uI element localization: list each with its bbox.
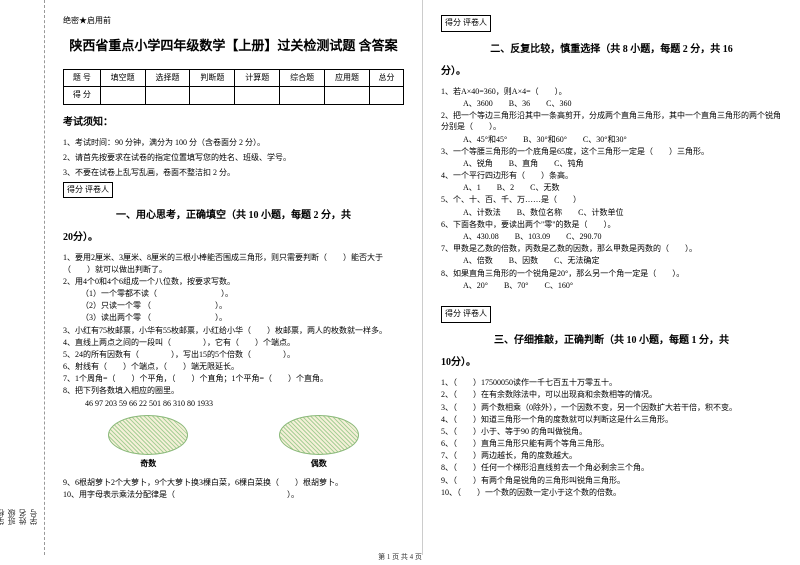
question: 7、1个周角=（ ）个平角，（ ）个直角；1个平角=（ ）个直角。 xyxy=(63,373,404,384)
sidebar-label: 班级 xyxy=(6,30,17,525)
question: 4、一个平行四边形有（ ）条高。 xyxy=(441,170,782,181)
question: 6、（ ）直角三角形只能有两个等角三角形。 xyxy=(441,438,782,449)
table-row: 题 号 填空题 选择题 判断题 计算题 综合题 应用题 总分 xyxy=(64,69,404,87)
section-2-points: 分）。 xyxy=(441,64,782,80)
question: 2、用4个0和4个6组成一个八位数，按要求写数。 xyxy=(63,276,404,287)
notice-item: 3、不要在试卷上乱写乱画，卷面不整洁扣 2 分。 xyxy=(63,167,404,180)
binding-sidebar: 学号 姓名 班级 学校 乡镇(街道) xyxy=(0,0,45,555)
question-options: A、45°和45° B、30°和60° C、30°和30° xyxy=(441,134,782,145)
table-row: 得 分 xyxy=(64,87,404,105)
notice-block: 考试须知： 1、考试时间：90 分钟，满分为 100 分（含卷面分 2 分）。 … xyxy=(63,115,404,179)
question: 7、（ ）两边越长，角的度数越大。 xyxy=(441,450,782,461)
question: 9、6根胡萝卜2个大萝卜，9个大萝卜换3棵白菜，6棵白菜换（ ）根胡萝卜。 xyxy=(63,477,404,488)
question: 8、如果直角三角形的一个锐角是20°，那么另一个角一定是（ ）。 xyxy=(441,268,782,279)
question: 1、若A×40=360，则A×4=（ ）。 xyxy=(441,86,782,97)
section-3-points: 10分）。 xyxy=(441,355,782,371)
left-column: 绝密★启用前 陕西省重点小学四年级数学【上册】过关检测试题 含答案 题 号 填空… xyxy=(45,0,423,555)
question: 5、个、十、百、千、万……是（ ） xyxy=(441,194,782,205)
question: 7、甲数是乙数的倍数，丙数是乙数的因数，那么甲数是丙数的（ ）。 xyxy=(441,243,782,254)
question: 2、（ ）在有余数除法中，可以出现商和余数相等的情况。 xyxy=(441,389,782,400)
question: 4、（ ）知道三角形一个角的度数就可以判断这是什么三角形。 xyxy=(441,414,782,425)
page-footer: 第 1 页 共 4 页 xyxy=(0,552,800,562)
question: 5、（ ）小于、等于90 的角叫做锐角。 xyxy=(441,426,782,437)
question: 4、直线上两点之间的一段叫（ ），它有（ ）个端点。 xyxy=(63,337,404,348)
odd-oval xyxy=(108,415,188,455)
sidebar-label: 姓名 xyxy=(17,30,28,525)
question-options: A、20° B、70° C、160° xyxy=(441,280,782,291)
question: 5、24的所有因数有（ ），写出15的5个倍数（ ）。 xyxy=(63,349,404,360)
question: 6、下面各数中，要读出两个"零"的数是（ ）。 xyxy=(441,219,782,230)
secret-label: 绝密★启用前 xyxy=(63,15,404,28)
scorer-box: 得分 评卷人 xyxy=(441,15,491,32)
question-options: A、3600 B、36 C、360 xyxy=(441,98,782,109)
exam-title: 陕西省重点小学四年级数学【上册】过关检测试题 含答案 xyxy=(63,36,404,57)
notice-heading: 考试须知： xyxy=(63,115,404,131)
notice-item: 2、请首先按要求在试卷的指定位置填写您的姓名、班级、学号。 xyxy=(63,152,404,165)
question: 8、把下列各数填入相应的圈里。 xyxy=(63,385,404,396)
question: 3、（ ）两个数相乘（0除外），一个因数不变，另一个因数扩大若干倍，积不变。 xyxy=(441,402,782,413)
odd-label: 奇数 xyxy=(108,458,188,471)
oval-diagram: 奇数 偶数 xyxy=(63,415,404,471)
question: 10、（ ）一个数的因数一定小于这个数的倍数。 xyxy=(441,487,782,498)
even-oval xyxy=(279,415,359,455)
question-sub: （1）一个零都不读（ ）。 xyxy=(63,288,404,299)
question: 2、把一个等边三角形沿其中一条高剪开，分成两个直角三角形，其中一个直角三角形的两… xyxy=(441,110,782,132)
question-sub: （2）只读一个零 （ ）。 xyxy=(63,300,404,311)
even-label: 偶数 xyxy=(279,458,359,471)
question-options: A、锐角 B、直角 C、钝角 xyxy=(441,158,782,169)
question: 9、（ ）有两个角是锐角的三角形叫锐角三角形。 xyxy=(441,475,782,486)
sidebar-label: 学号 xyxy=(28,30,39,525)
section-2-title: 二、反复比较，慎重选择（共 8 小题，每题 2 分，共 16 xyxy=(441,42,782,58)
section-1-points: 20分）。 xyxy=(63,230,404,246)
question: 1、要用2厘米、3厘米、8厘米的三根小棒能否围成三角形，则只需要判断（ ）能否大… xyxy=(63,252,404,274)
notice-item: 1、考试时间：90 分钟，满分为 100 分（含卷面分 2 分）。 xyxy=(63,137,404,150)
question: 3、一个等腰三角形的一个底角是65度，这个三角形一定是（ ）三角形。 xyxy=(441,146,782,157)
question-options: A、1 B、2 C、无数 xyxy=(441,182,782,193)
question: 8、（ ）任何一个梯形沿直线剪去一个角必剩余三个角。 xyxy=(441,462,782,473)
question-options: A、计数法 B、数位名称 C、计数单位 xyxy=(441,207,782,218)
question-options: A、倍数 B、因数 C、无法确定 xyxy=(441,255,782,266)
scorer-box: 得分 评卷人 xyxy=(63,182,113,199)
question: 6、射线有（ ）个端点，（ ）端无限延长。 xyxy=(63,361,404,372)
question: 3、小红有75枚邮票，小华有55枚邮票，小红给小华（ ）枚邮票，两人的枚数就一样… xyxy=(63,325,404,336)
question: 10、用字母表示乘法分配律是（ ）。 xyxy=(63,489,404,500)
question-options: A、430.08 B、103.09 C、290.70 xyxy=(441,231,782,242)
sidebar-label: 学校 xyxy=(0,30,6,525)
right-column: 得分 评卷人 二、反复比较，慎重选择（共 8 小题，每题 2 分，共 16 分）… xyxy=(423,0,800,555)
scorer-box: 得分 评卷人 xyxy=(441,306,491,323)
section-3-title: 三、仔细推敲，正确判断（共 10 小题，每题 1 分，共 xyxy=(441,333,782,349)
question-sub: （3）读出两个零 （ ）。 xyxy=(63,312,404,323)
section-1-title: 一、用心思考，正确填空（共 10 小题，每题 2 分，共 xyxy=(63,208,404,224)
question: 1、（ ）17500050读作一千七百五十万零五十。 xyxy=(441,377,782,388)
page-content: 绝密★启用前 陕西省重点小学四年级数学【上册】过关检测试题 含答案 题 号 填空… xyxy=(45,0,800,555)
score-table: 题 号 填空题 选择题 判断题 计算题 综合题 应用题 总分 得 分 xyxy=(63,69,404,106)
number-list: 46 97 203 59 66 22 501 86 310 80 1933 xyxy=(63,398,404,409)
